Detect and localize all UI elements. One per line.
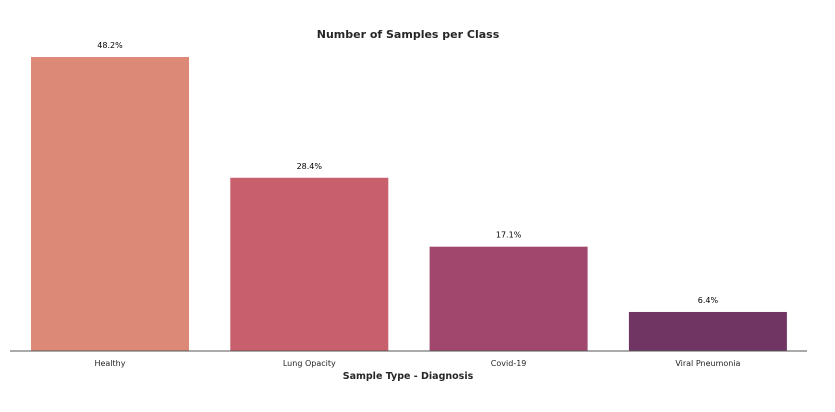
x-tick-label-viral-pneumonia: Viral Pneumonia — [675, 359, 740, 368]
chart-title: Number of Samples per Class — [317, 28, 500, 41]
data-label-lung-opacity: 28.4% — [297, 162, 323, 171]
x-tick-labels-group: Healthy Lung Opacity Covid-19 Viral Pneumon… — [94, 359, 740, 368]
x-tick-label-healthy: Healthy — [94, 359, 125, 368]
data-labels-group: 48.2% 28.4% 17.1% 6.4% — [97, 41, 718, 305]
x-tick-label-lung-opacity: Lung Opacity — [283, 359, 336, 368]
data-label-covid-19: 17.1% — [496, 231, 522, 240]
data-label-viral-pneumonia: 6.4% — [698, 296, 719, 305]
data-label-healthy: 48.2% — [97, 41, 123, 50]
x-axis-label: Sample Type - Diagnosis — [343, 371, 474, 382]
bar-lung-opacity — [230, 177, 389, 351]
bars-group — [31, 56, 787, 351]
bar-covid-19 — [429, 246, 588, 351]
bar-viral-pneumonia — [628, 311, 787, 351]
bar-healthy — [31, 56, 189, 351]
x-tick-label-covid-19: Covid-19 — [491, 359, 527, 368]
